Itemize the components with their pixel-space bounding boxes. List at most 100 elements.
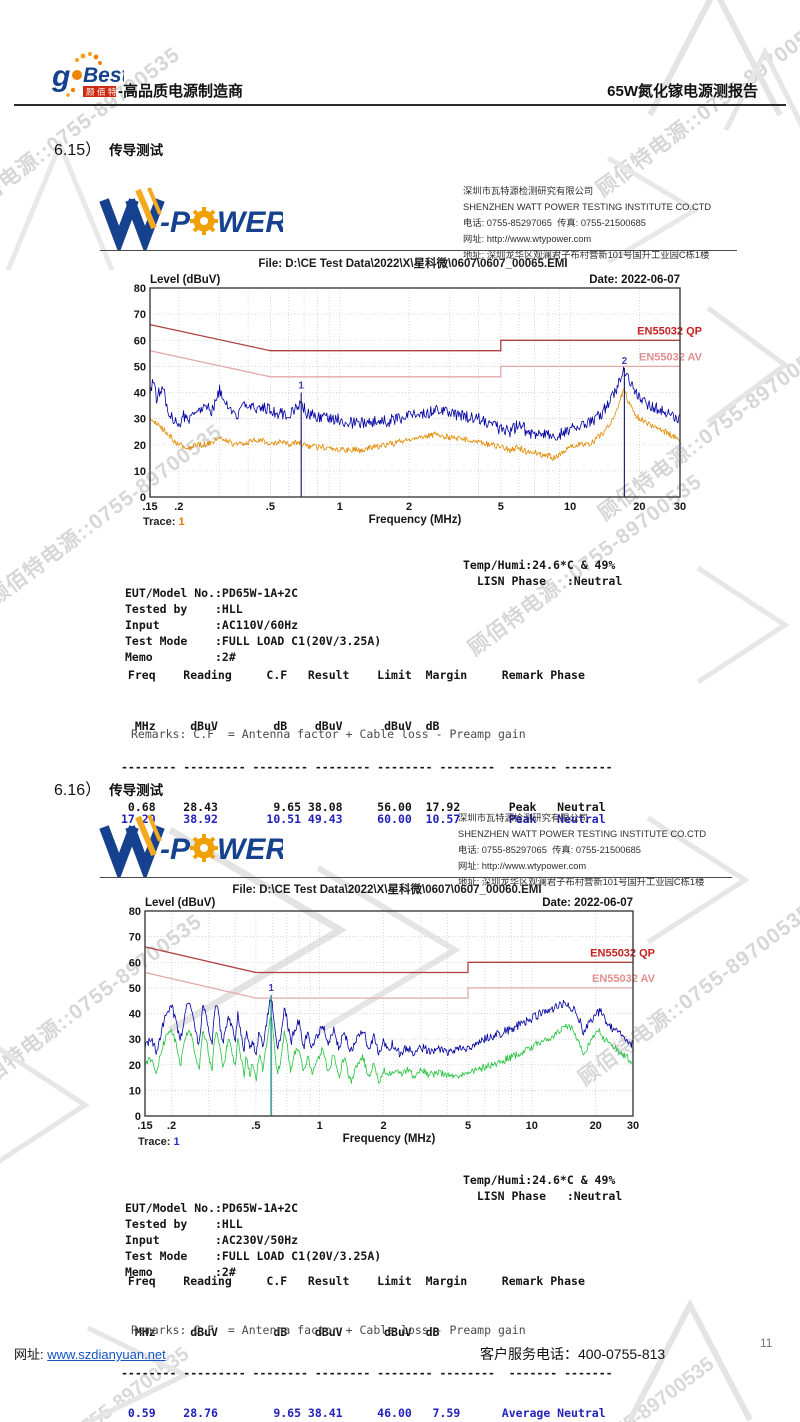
svg-text:30: 30 bbox=[627, 1120, 639, 1132]
table-divider-row: -------- --------- -------- -------- ---… bbox=[121, 759, 613, 774]
eut-info: EUT/Model No.:PD65W-1A+2C Tested by :HLL I… bbox=[125, 1172, 622, 1322]
svg-text:EN55032 AV: EN55032 AV bbox=[639, 351, 703, 363]
svg-text:30: 30 bbox=[674, 501, 686, 513]
eut-info-line: EUT/Model No.:PD65W-1A+2C bbox=[125, 586, 299, 600]
gobest-logo: g Best 顾佰特 bbox=[51, 50, 130, 104]
remarks-line: Remarks: C.F = Antenna factor + Cable lo… bbox=[131, 1323, 526, 1337]
eut-info-line: Temp/Humi:24.6*C & 49% bbox=[463, 1173, 616, 1187]
svg-text:70: 70 bbox=[129, 932, 141, 944]
eut-info-line: EUT/Model No.:PD65W-1A+2C bbox=[125, 1201, 299, 1215]
chart-date: Date: 2022-06-07 bbox=[589, 274, 680, 286]
gear-icon bbox=[190, 834, 218, 862]
logo-text-left: -P bbox=[160, 206, 191, 239]
eut-info: EUT/Model No.:PD65W-1A+2C Tested by :HLL I… bbox=[125, 557, 622, 707]
eut-info-line: LISN Phase :Neutral bbox=[463, 1189, 623, 1203]
table-divider-row: -------- --------- -------- -------- ---… bbox=[121, 1365, 613, 1380]
svg-text:20: 20 bbox=[134, 440, 146, 452]
wpower-logo: -P WER bbox=[98, 186, 287, 255]
svg-text:40: 40 bbox=[134, 388, 146, 400]
lab-info-line: 深圳市瓦特源检测研究有限公司 bbox=[463, 186, 594, 196]
svg-text:20: 20 bbox=[590, 1120, 602, 1132]
lab-info: 深圳市瓦特源检测研究有限公司 SHENZHEN WATT POWER TESTIN… bbox=[458, 810, 706, 890]
chart-ylabel: Level (dBuV) bbox=[150, 274, 221, 286]
site-label: 网址: bbox=[14, 1347, 44, 1362]
svg-text:1: 1 bbox=[337, 501, 343, 513]
svg-text:80: 80 bbox=[129, 906, 141, 918]
svg-text:1: 1 bbox=[317, 1120, 323, 1132]
lab-info: 深圳市瓦特源检测研究有限公司 SHENZHEN WATT POWER TESTIN… bbox=[463, 183, 711, 263]
svg-text:0: 0 bbox=[135, 1111, 141, 1123]
svg-text:EN55032 AV: EN55032 AV bbox=[592, 973, 656, 985]
table-units-row: MHz dBuV dB dBuV dBuV dB bbox=[121, 719, 440, 734]
logo-text-right: WER bbox=[217, 206, 283, 239]
remarks-line: Remarks: C.F = Antenna factor + Cable lo… bbox=[131, 727, 526, 741]
section-heading-616: 6.16） 传导测试 bbox=[54, 776, 163, 800]
lab-info-line: 网址: http://www.wtypower.com bbox=[458, 861, 587, 871]
logo-text-right: WER bbox=[217, 833, 283, 866]
lab-divider bbox=[100, 250, 737, 251]
table-header-row: Freq Reading C.F Result Limit Margin Rem… bbox=[121, 1274, 585, 1288]
section-label: 传导测试 bbox=[109, 143, 164, 158]
svg-text:.15: .15 bbox=[142, 501, 157, 513]
table-header-row: Freq Reading C.F Result Limit Margin Rem… bbox=[121, 668, 585, 682]
lab-info-line: 网址: http://www.wtypower.com bbox=[463, 234, 592, 244]
svg-text:5: 5 bbox=[465, 1120, 471, 1132]
trace-label: Trace: 1 bbox=[143, 516, 185, 528]
trace-label: Trace: 1 bbox=[138, 1136, 180, 1148]
footer-service-phone: 客户服务电话：400-0755-813 bbox=[480, 1346, 666, 1362]
eut-info-line: Memo :2# bbox=[125, 650, 236, 664]
page-number: 11 bbox=[760, 1336, 773, 1350]
svg-text:2: 2 bbox=[381, 1120, 387, 1132]
trace-value: 1 bbox=[173, 1136, 180, 1148]
eut-info-line: LISN Phase :Neutral bbox=[463, 574, 623, 588]
header-tagline: -高品质电源制造商 bbox=[118, 83, 243, 100]
brand-dot bbox=[72, 70, 82, 80]
svg-text:5: 5 bbox=[498, 501, 504, 513]
svg-text:1: 1 bbox=[298, 381, 304, 392]
footer-site: 网址: www.szdianyuan.net bbox=[14, 1344, 166, 1363]
svg-text:40: 40 bbox=[129, 1009, 141, 1021]
svg-text:.5: .5 bbox=[266, 501, 275, 513]
header-divider bbox=[14, 104, 786, 106]
svg-text:60: 60 bbox=[129, 957, 141, 969]
svg-text:EN55032 QP: EN55032 QP bbox=[637, 325, 702, 337]
eut-info-line: Test Mode :FULL LOAD C1(20V/3.25A) bbox=[125, 1249, 382, 1263]
svg-text:20: 20 bbox=[129, 1060, 141, 1072]
document-title: 65W氮化镓电源测报告 bbox=[607, 83, 758, 100]
svg-text:.5: .5 bbox=[251, 1120, 260, 1132]
brand-g: g bbox=[52, 60, 70, 93]
svg-text:1: 1 bbox=[268, 983, 274, 994]
eut-info-line: Memo :2# bbox=[125, 1265, 236, 1279]
section-number: 6.15） bbox=[54, 142, 102, 159]
svg-text:Frequency (MHz): Frequency (MHz) bbox=[369, 514, 462, 526]
eut-info-line: Test Mode :FULL LOAD C1(20V/3.25A) bbox=[125, 634, 382, 648]
svg-text:.2: .2 bbox=[167, 1120, 176, 1132]
svg-text:50: 50 bbox=[134, 361, 146, 373]
gear-icon bbox=[190, 207, 218, 235]
results-table: Freq Reading C.F Result Limit Margin Rem… bbox=[121, 641, 613, 853]
lab-divider bbox=[100, 877, 732, 878]
table-data-row: 0.59 28.76 9.65 38.41 46.00 7.59 Average… bbox=[121, 1405, 606, 1420]
eut-info-line: Temp/Humi:24.6*C & 49% bbox=[463, 558, 616, 572]
section-number: 6.16） bbox=[54, 782, 102, 799]
svg-text:10: 10 bbox=[129, 1085, 141, 1097]
svg-text:30: 30 bbox=[134, 414, 146, 426]
svg-text:50: 50 bbox=[129, 983, 141, 995]
wpower-logo: -P WER bbox=[98, 813, 287, 882]
lab-info-line: SHENZHEN WATT POWER TESTING INSTITUTE CO… bbox=[463, 202, 712, 212]
section-label: 传导测试 bbox=[109, 783, 164, 798]
lab-info-line: 深圳市瓦特源检测研究有限公司 bbox=[458, 813, 589, 823]
svg-text:EN55032 QP: EN55032 QP bbox=[590, 947, 655, 959]
eut-info-line: Input :AC110V/60Hz bbox=[125, 618, 299, 632]
svg-text:2: 2 bbox=[406, 501, 412, 513]
brand-sub: 顾佰特 bbox=[86, 87, 119, 97]
site-link[interactable]: www.szdianyuan.net bbox=[47, 1347, 166, 1362]
svg-text:0: 0 bbox=[140, 492, 146, 504]
lab-info-line: 电话: 0755-85297065 传真: 0755-21500685 bbox=[458, 845, 641, 855]
lab-info-line: 地址: 深圳龙华区观澜君子布村营新101号国升工业园C栋1楼 bbox=[463, 250, 710, 260]
brand-best: Best bbox=[83, 64, 124, 87]
svg-text:10: 10 bbox=[564, 501, 576, 513]
chart-date: Date: 2022-06-07 bbox=[542, 897, 633, 909]
svg-text:Frequency (MHz): Frequency (MHz) bbox=[343, 1133, 436, 1145]
